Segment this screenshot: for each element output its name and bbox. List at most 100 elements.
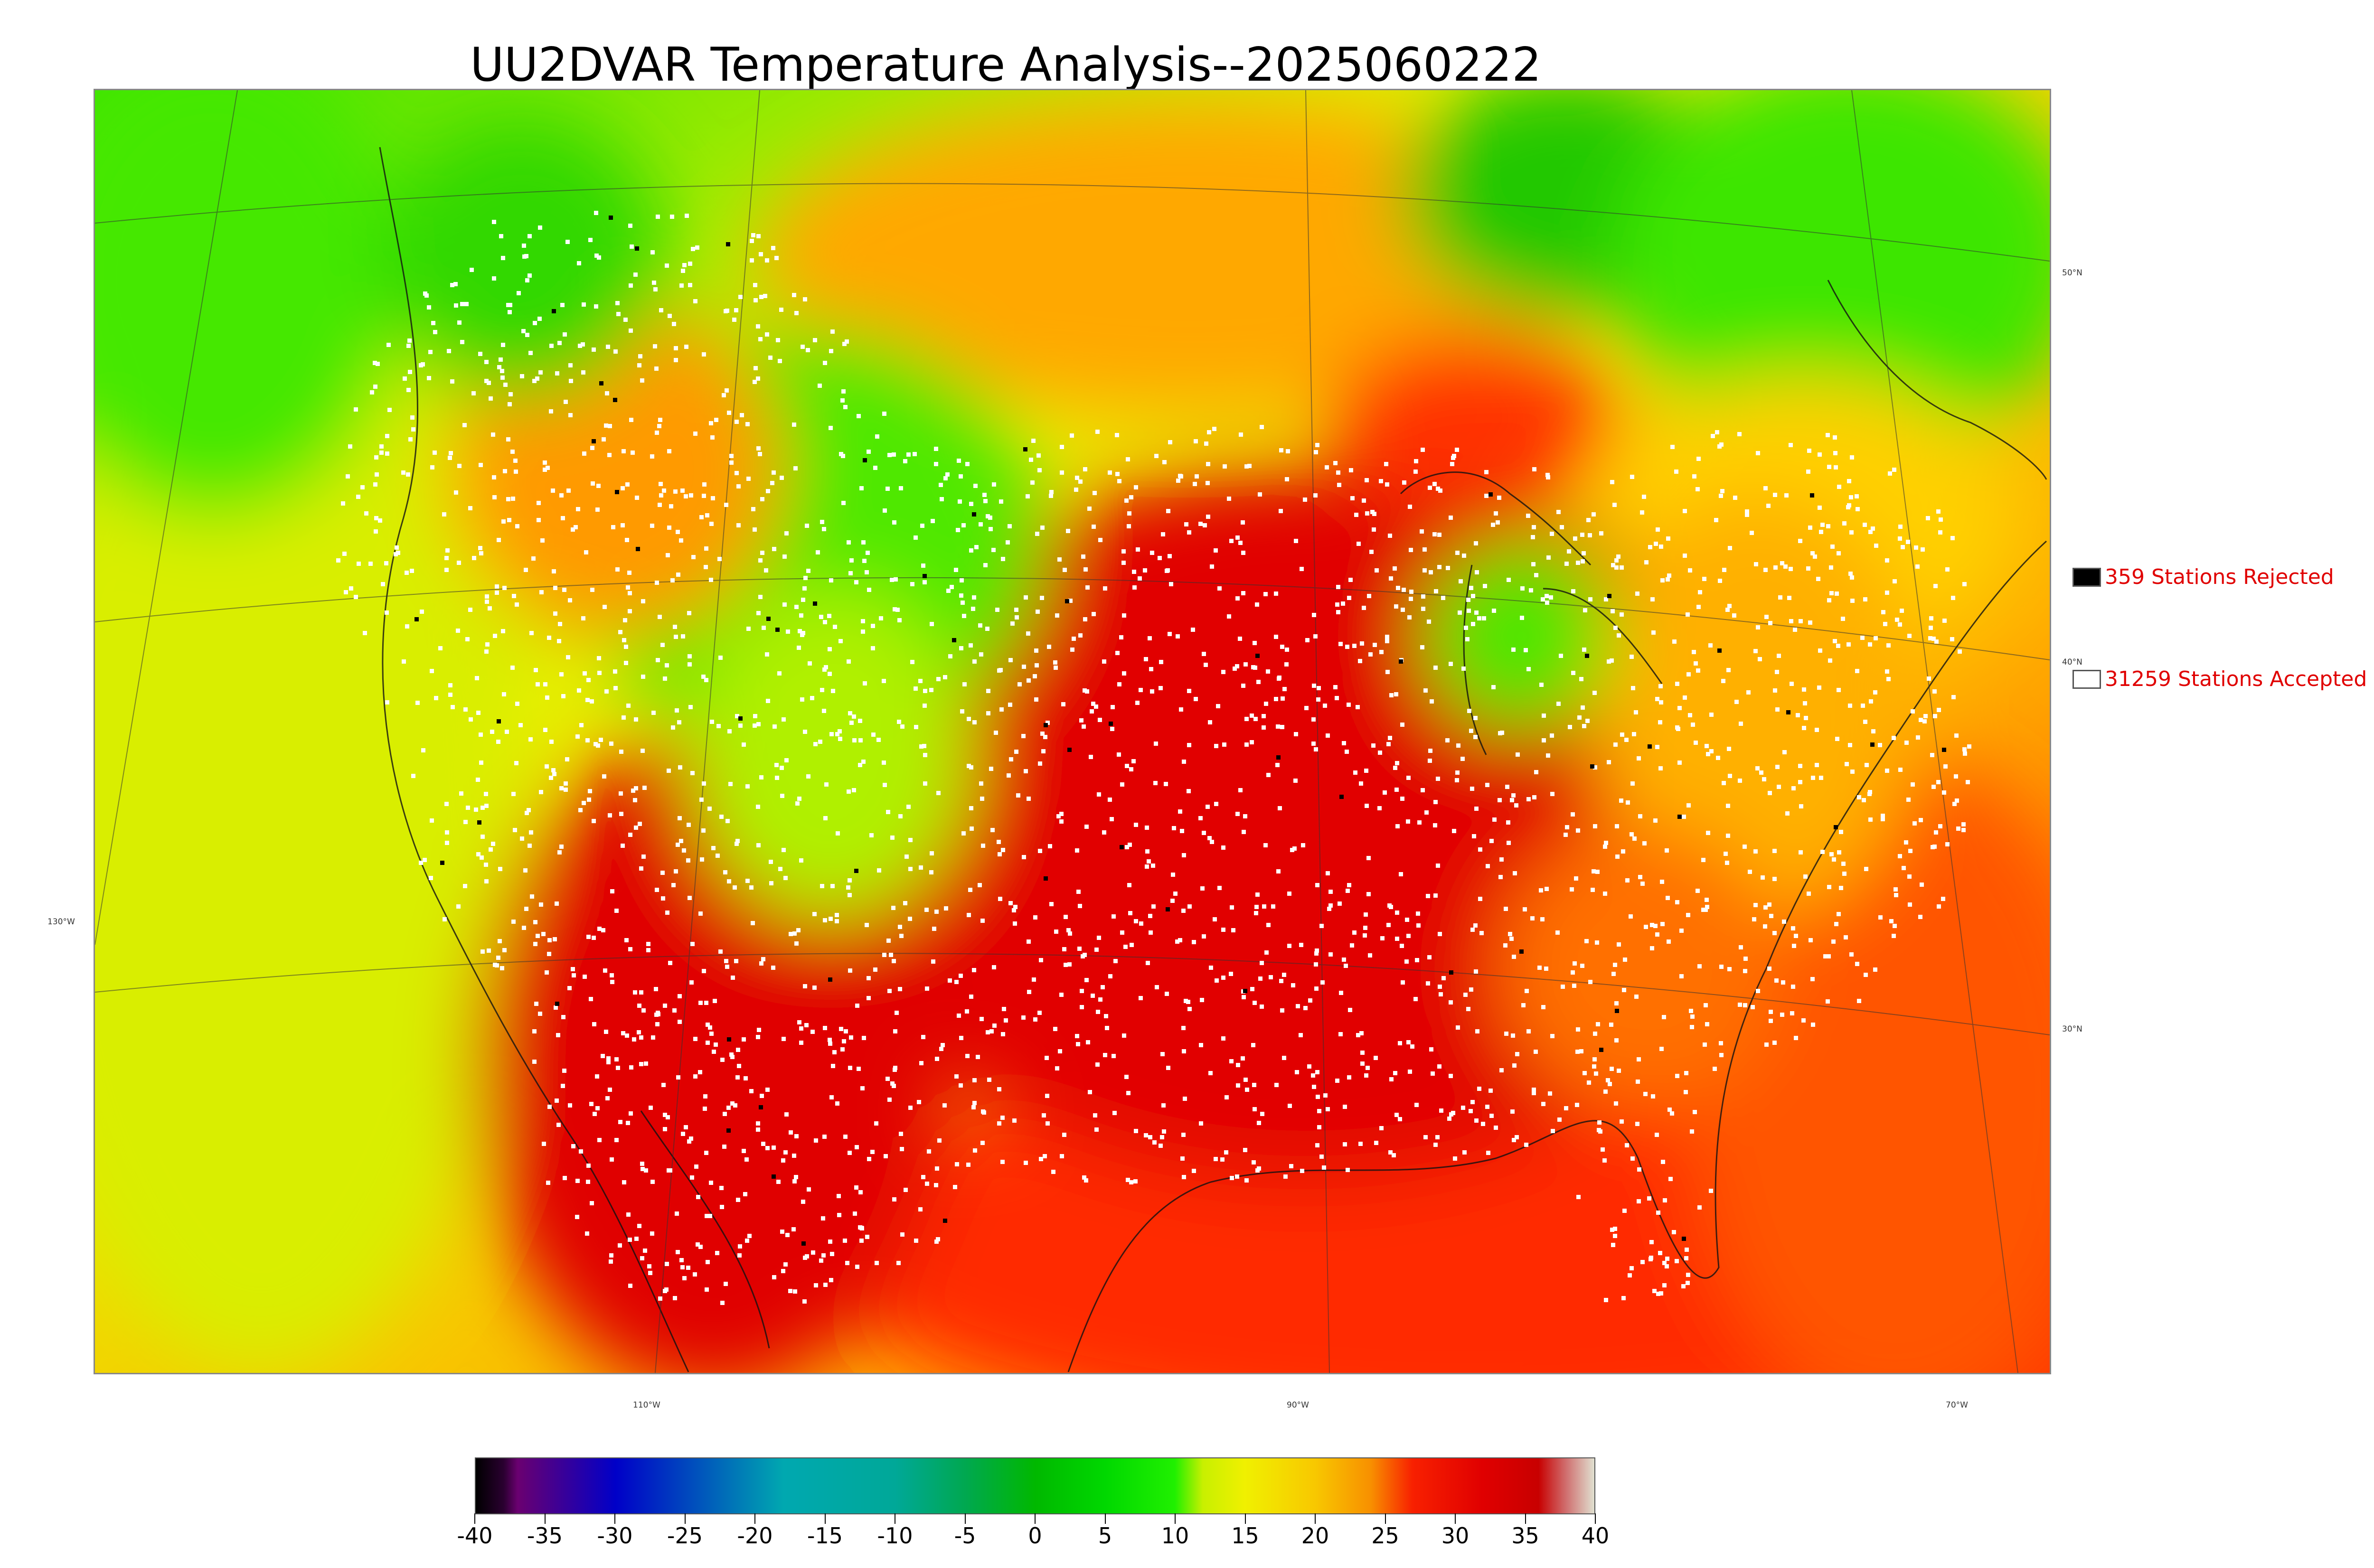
station-dot — [1389, 1077, 1394, 1081]
station-dot — [782, 717, 786, 722]
station-dot — [1475, 570, 1479, 574]
station-dot — [1449, 1074, 1453, 1078]
colorbar-tick-label: 0 — [1028, 1523, 1042, 1549]
station-dot — [765, 1088, 770, 1092]
station-dot — [882, 679, 886, 683]
station-dot — [609, 742, 613, 746]
station-dot — [1507, 841, 1511, 845]
station-dot — [1719, 1041, 1723, 1045]
station-dot — [667, 1168, 671, 1173]
station-dot — [1289, 1164, 1293, 1168]
station-dot — [771, 246, 775, 250]
station-dot — [1207, 430, 1211, 434]
station-dot — [1364, 769, 1368, 773]
station-dot — [1262, 725, 1266, 730]
station-dot — [1601, 1147, 1605, 1152]
temperature-colorbar — [475, 1457, 1595, 1514]
station-dot — [1082, 724, 1086, 729]
station-dot — [543, 682, 547, 686]
station-dot — [1863, 597, 1867, 601]
station-dot — [1194, 697, 1198, 701]
station-dot — [724, 1282, 728, 1286]
station-dot — [517, 291, 521, 295]
station-dot — [1559, 654, 1563, 658]
station-dot — [484, 863, 488, 867]
colorbar-tick-mark — [1455, 1513, 1456, 1524]
station-dot — [1012, 908, 1016, 912]
station-dot — [1110, 727, 1114, 731]
station-dot — [1861, 704, 1865, 708]
station-dot — [1346, 889, 1350, 893]
station-dot — [528, 273, 532, 278]
station-dot — [837, 1194, 841, 1198]
station-dot — [1764, 615, 1769, 619]
station-dot — [1885, 591, 1889, 595]
rejected-station-dot — [1870, 742, 1875, 747]
station-dot — [1660, 578, 1665, 582]
station-dot — [874, 1121, 878, 1126]
station-dot — [799, 1041, 803, 1045]
station-dot — [1782, 920, 1786, 924]
station-dot — [1253, 666, 1257, 670]
station-dot — [1198, 816, 1203, 820]
station-dot — [615, 567, 620, 572]
station-dot — [375, 472, 379, 477]
station-dot — [1510, 1109, 1515, 1114]
station-dot — [761, 1142, 765, 1146]
station-dot — [1830, 545, 1835, 549]
rejected-station-dot — [1585, 654, 1589, 658]
station-dot — [1503, 943, 1507, 948]
station-dot — [687, 1139, 691, 1144]
colorbar-tick-mark — [1244, 1513, 1246, 1524]
station-dot — [1523, 907, 1527, 911]
station-dot — [1430, 699, 1434, 704]
station-dot — [1624, 738, 1629, 742]
station-dot — [1684, 1256, 1688, 1260]
station-dot — [799, 1026, 803, 1031]
station-dot — [1819, 776, 1823, 780]
station-dot — [1942, 790, 1946, 795]
station-dot — [823, 1026, 827, 1030]
station-dot — [733, 885, 737, 890]
station-dot — [682, 1276, 687, 1280]
station-dot — [735, 842, 739, 846]
station-dot — [1676, 727, 1680, 731]
station-dot — [1244, 662, 1248, 667]
station-dot — [468, 506, 472, 510]
station-dot — [991, 548, 996, 552]
station-dot — [1210, 564, 1214, 569]
station-dot — [543, 728, 547, 732]
station-dot — [1962, 747, 1967, 751]
station-dot — [1126, 1178, 1130, 1182]
station-dot — [1753, 649, 1758, 653]
station-dot — [1474, 1118, 1479, 1123]
station-dot — [1053, 1027, 1057, 1031]
station-dot — [641, 599, 645, 603]
station-dot — [921, 1175, 925, 1179]
station-dot — [445, 548, 450, 553]
station-dot — [408, 370, 412, 374]
station-dot — [1042, 1113, 1046, 1117]
station-dot — [1124, 1075, 1129, 1079]
station-dot — [838, 729, 842, 733]
station-dot — [478, 546, 482, 550]
station-dot — [474, 807, 478, 812]
rejected-station-dot — [615, 490, 619, 494]
station-dot — [444, 556, 449, 560]
station-dot — [1375, 568, 1379, 573]
station-dot — [1453, 1156, 1457, 1161]
station-dot — [1284, 662, 1289, 667]
temperature-field — [95, 90, 2050, 1373]
station-dot — [484, 649, 489, 654]
temperature-map[interactable] — [94, 89, 2051, 1374]
station-dot — [934, 1183, 938, 1187]
station-dot — [1686, 913, 1690, 917]
station-dot — [1075, 848, 1079, 853]
station-dot — [1115, 651, 1120, 655]
station-dot — [702, 494, 706, 498]
station-dot — [718, 949, 723, 954]
station-dot — [1374, 1056, 1378, 1060]
station-dot — [886, 487, 890, 491]
station-dot — [945, 472, 950, 477]
rejected-station-dot — [1449, 970, 1453, 975]
